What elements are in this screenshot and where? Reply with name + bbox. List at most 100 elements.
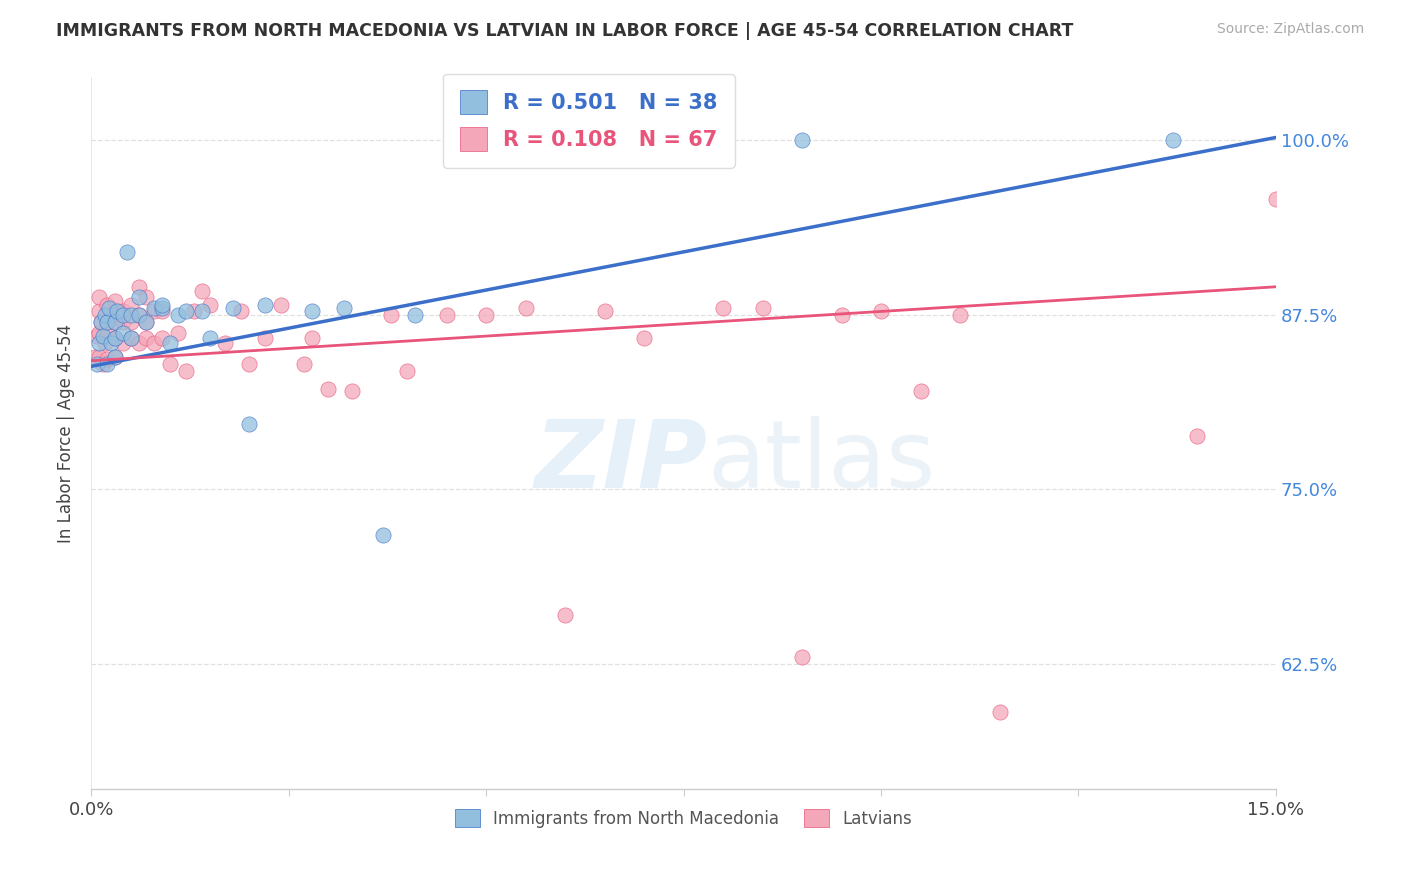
Point xyxy=(96,357,118,371)
Point xyxy=(554,607,576,622)
Point xyxy=(143,303,166,318)
Point xyxy=(111,315,134,329)
Point xyxy=(120,298,142,312)
Point xyxy=(104,303,127,318)
Point xyxy=(436,308,458,322)
Point xyxy=(91,328,114,343)
Point xyxy=(633,331,655,345)
Point xyxy=(831,308,853,322)
Point xyxy=(96,298,118,312)
Point xyxy=(988,706,1011,720)
Point xyxy=(87,289,110,303)
Point xyxy=(104,315,127,329)
Point xyxy=(111,308,134,322)
Point xyxy=(150,301,173,315)
Point xyxy=(96,315,118,329)
Point xyxy=(515,301,537,315)
Point xyxy=(96,326,118,340)
Point xyxy=(104,350,127,364)
Point xyxy=(316,382,339,396)
Point xyxy=(340,384,363,399)
Point xyxy=(214,335,236,350)
Point xyxy=(167,308,190,322)
Point xyxy=(135,331,157,345)
Point xyxy=(1185,429,1208,443)
Point xyxy=(593,303,616,318)
Point xyxy=(128,308,150,322)
Point xyxy=(87,326,110,340)
Point xyxy=(159,335,181,350)
Point xyxy=(404,308,426,322)
Point xyxy=(135,315,157,329)
Point xyxy=(128,308,150,322)
Point xyxy=(111,335,134,350)
Point xyxy=(475,308,498,322)
Point xyxy=(790,649,813,664)
Point xyxy=(711,301,734,315)
Point xyxy=(373,528,395,542)
Text: IMMIGRANTS FROM NORTH MACEDONIA VS LATVIAN IN LABOR FORCE | AGE 45-54 CORRELATIO: IMMIGRANTS FROM NORTH MACEDONIA VS LATVI… xyxy=(56,22,1074,40)
Point xyxy=(294,357,316,371)
Point xyxy=(870,303,893,318)
Point xyxy=(222,301,245,315)
Point xyxy=(104,331,127,345)
Point xyxy=(949,308,972,322)
Point xyxy=(104,350,127,364)
Point xyxy=(120,315,142,329)
Point xyxy=(150,298,173,312)
Point xyxy=(333,301,356,315)
Point xyxy=(253,298,276,312)
Point xyxy=(91,357,114,371)
Point xyxy=(198,331,221,345)
Point xyxy=(84,350,107,364)
Point xyxy=(94,308,117,322)
Y-axis label: In Labor Force | Age 45-54: In Labor Force | Age 45-54 xyxy=(58,324,75,543)
Point xyxy=(96,315,118,329)
Point xyxy=(128,280,150,294)
Point xyxy=(253,331,276,345)
Point xyxy=(135,315,157,329)
Text: atlas: atlas xyxy=(707,416,935,508)
Point xyxy=(1161,133,1184,147)
Point xyxy=(174,303,197,318)
Point xyxy=(910,384,932,399)
Point xyxy=(238,357,260,371)
Point xyxy=(128,335,150,350)
Point xyxy=(135,289,157,303)
Point xyxy=(159,357,181,371)
Point xyxy=(128,289,150,303)
Point xyxy=(1265,192,1288,206)
Point xyxy=(90,315,112,329)
Point xyxy=(143,335,166,350)
Point xyxy=(86,328,108,343)
Point xyxy=(90,315,112,329)
Point xyxy=(143,301,166,315)
Point xyxy=(270,298,292,312)
Point xyxy=(396,363,419,377)
Text: Source: ZipAtlas.com: Source: ZipAtlas.com xyxy=(1216,22,1364,37)
Point xyxy=(111,303,134,318)
Point xyxy=(301,331,323,345)
Point xyxy=(174,363,197,377)
Point xyxy=(380,308,402,322)
Point xyxy=(150,331,173,345)
Legend: Immigrants from North Macedonia, Latvians: Immigrants from North Macedonia, Latvian… xyxy=(449,802,920,834)
Point xyxy=(115,244,138,259)
Point xyxy=(167,326,190,340)
Point xyxy=(104,331,127,345)
Point xyxy=(87,303,110,318)
Text: ZIP: ZIP xyxy=(534,416,707,508)
Point xyxy=(100,335,122,350)
Point xyxy=(87,335,110,350)
Point xyxy=(120,331,142,345)
Point xyxy=(190,303,212,318)
Point xyxy=(111,326,134,340)
Point xyxy=(150,303,173,318)
Point xyxy=(105,303,128,318)
Point xyxy=(97,301,120,315)
Point xyxy=(87,350,110,364)
Point xyxy=(86,357,108,371)
Point xyxy=(751,301,773,315)
Point xyxy=(94,335,117,350)
Point xyxy=(120,331,142,345)
